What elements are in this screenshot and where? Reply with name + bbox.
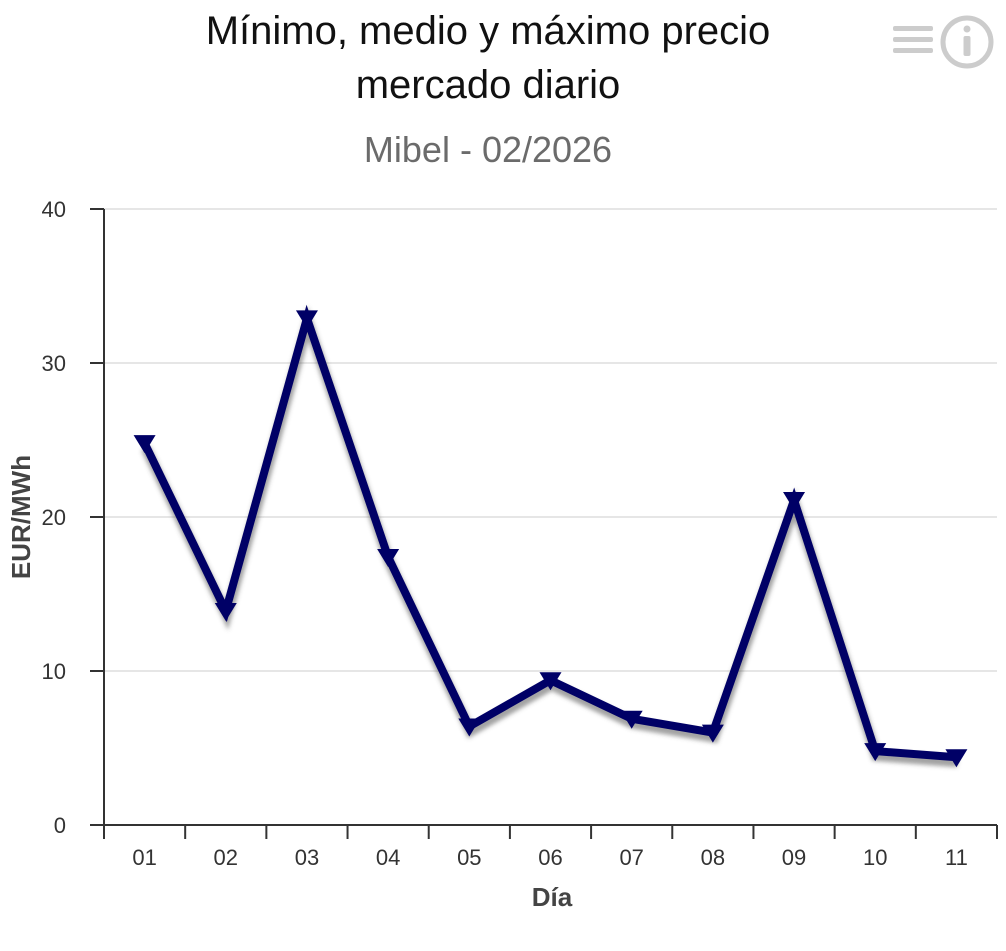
data-point-marker [864,743,887,762]
x-axis-title: Día [532,882,573,912]
y-axis-title: EUR/MWh [6,455,36,579]
info-icon[interactable] [940,15,994,69]
data-point-marker [701,724,724,743]
data-point-marker [620,710,643,729]
x-tick-label: 03 [295,845,319,870]
chart-subtitle: Mibel - 02/2026 [364,129,612,170]
data-point-marker [783,492,806,511]
x-tick-label: 11 [945,845,968,870]
x-tick-label: 09 [782,845,806,870]
x-tick-label: 01 [132,845,156,870]
y-tick-label: 10 [42,659,66,684]
y-axis: 0 10 20 30 40 [42,197,105,838]
x-tick-label: 06 [538,845,562,870]
data-point-marker [295,310,318,329]
x-tick-label: 08 [701,845,725,870]
y-tick-label: 40 [42,197,66,222]
data-point-marker [377,549,400,568]
x-tick-label: 05 [457,845,481,870]
y-tick-label: 20 [42,505,66,530]
x-tick-label: 02 [214,845,238,870]
menu-icon[interactable] [890,20,934,62]
data-point-marker [133,435,156,454]
chart-title-line-2: mercado diario [356,63,621,107]
data-point-marker [214,602,237,621]
data-point-marker [945,749,968,768]
grid-lines [104,208,997,672]
x-tick-label: 04 [376,845,400,870]
data-point-marker [539,672,562,691]
chart-title-line-1: Mínimo, medio y máximo precio [206,9,771,53]
series-layer [133,304,968,768]
x-axis: 01 02 03 04 05 06 07 08 09 10 11 [103,824,998,870]
x-tick-label: 07 [619,845,643,870]
y-tick-label: 0 [54,813,66,838]
data-point-marker [458,718,481,737]
y-tick-label: 30 [42,351,66,376]
series-line-shadow [141,306,958,768]
x-tick-label: 10 [863,845,887,870]
